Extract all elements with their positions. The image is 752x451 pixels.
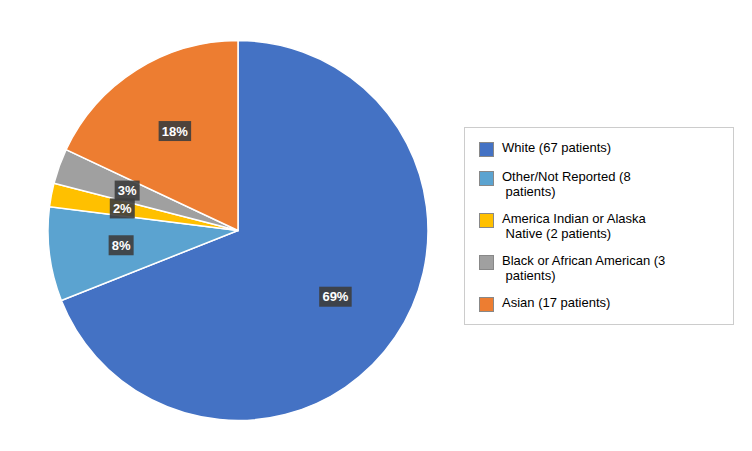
svg-text:3%: 3% (118, 183, 137, 198)
html-text:patients): patients) (502, 267, 556, 283)
svg-text:69%: 69% (322, 289, 348, 304)
html-text:patients): patients) (502, 183, 556, 199)
html-text:Native (2 patients): Native (2 patients) (502, 225, 612, 241)
svg-text:18%: 18% (162, 124, 188, 139)
html-text:America Indian or Alaska: America Indian or Alaska (502, 210, 646, 226)
html-text:Black or African American (3: Black or African American (3 (502, 252, 666, 268)
html-text:Other/Not Reported (8: Other/Not Reported (8 (502, 168, 631, 184)
html-text:White (67 patients): White (67 patients) (502, 139, 612, 155)
svg-text:8%: 8% (112, 238, 131, 253)
svg-text:2%: 2% (113, 201, 132, 216)
html-text:Asian (17 patients): Asian (17 patients) (502, 294, 611, 310)
